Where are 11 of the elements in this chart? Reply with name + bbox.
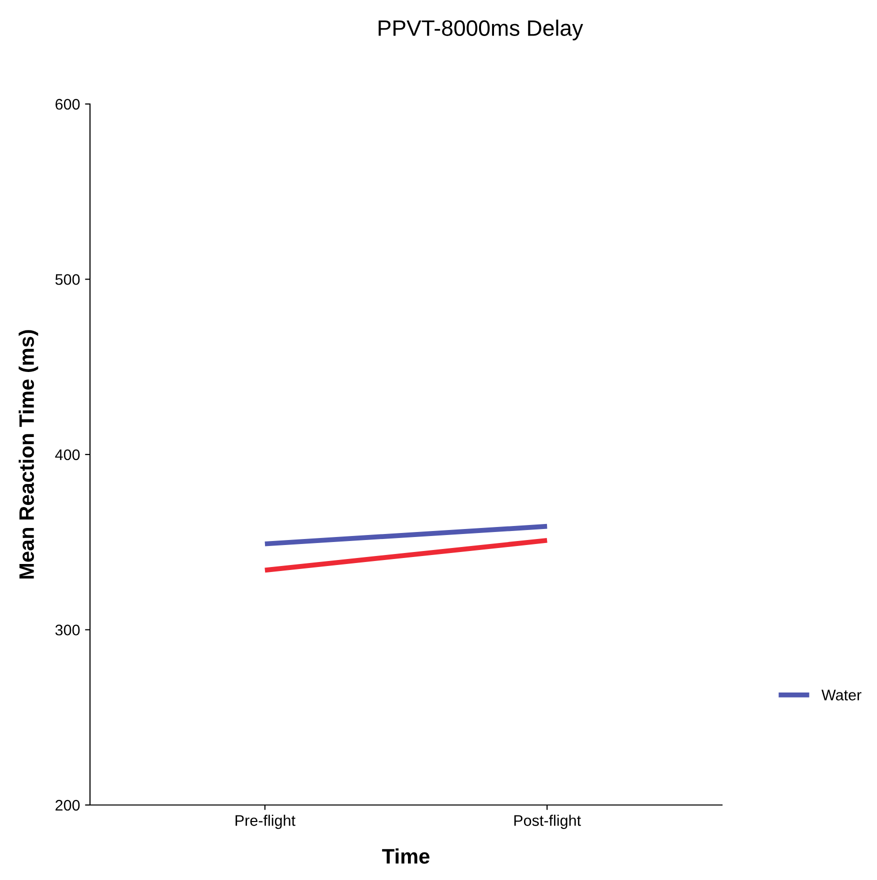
y-tick-label: 400 <box>55 449 80 460</box>
y-axis-title: Mean Reaction Time (ms) <box>18 330 38 579</box>
x-tick-label: Post-flight <box>514 814 581 829</box>
x-axis-title: Time <box>382 848 430 864</box>
y-tick-label: 500 <box>55 274 80 285</box>
y-tick-label: 300 <box>55 624 80 636</box>
chart-title: PPVT-8000ms Delay <box>378 20 584 40</box>
x-tick-label: Pre-flight <box>236 814 296 829</box>
y-tick-label: 600 <box>56 98 80 110</box>
y-tick-label: 200 <box>56 800 80 811</box>
legend-label: Water <box>822 690 862 700</box>
